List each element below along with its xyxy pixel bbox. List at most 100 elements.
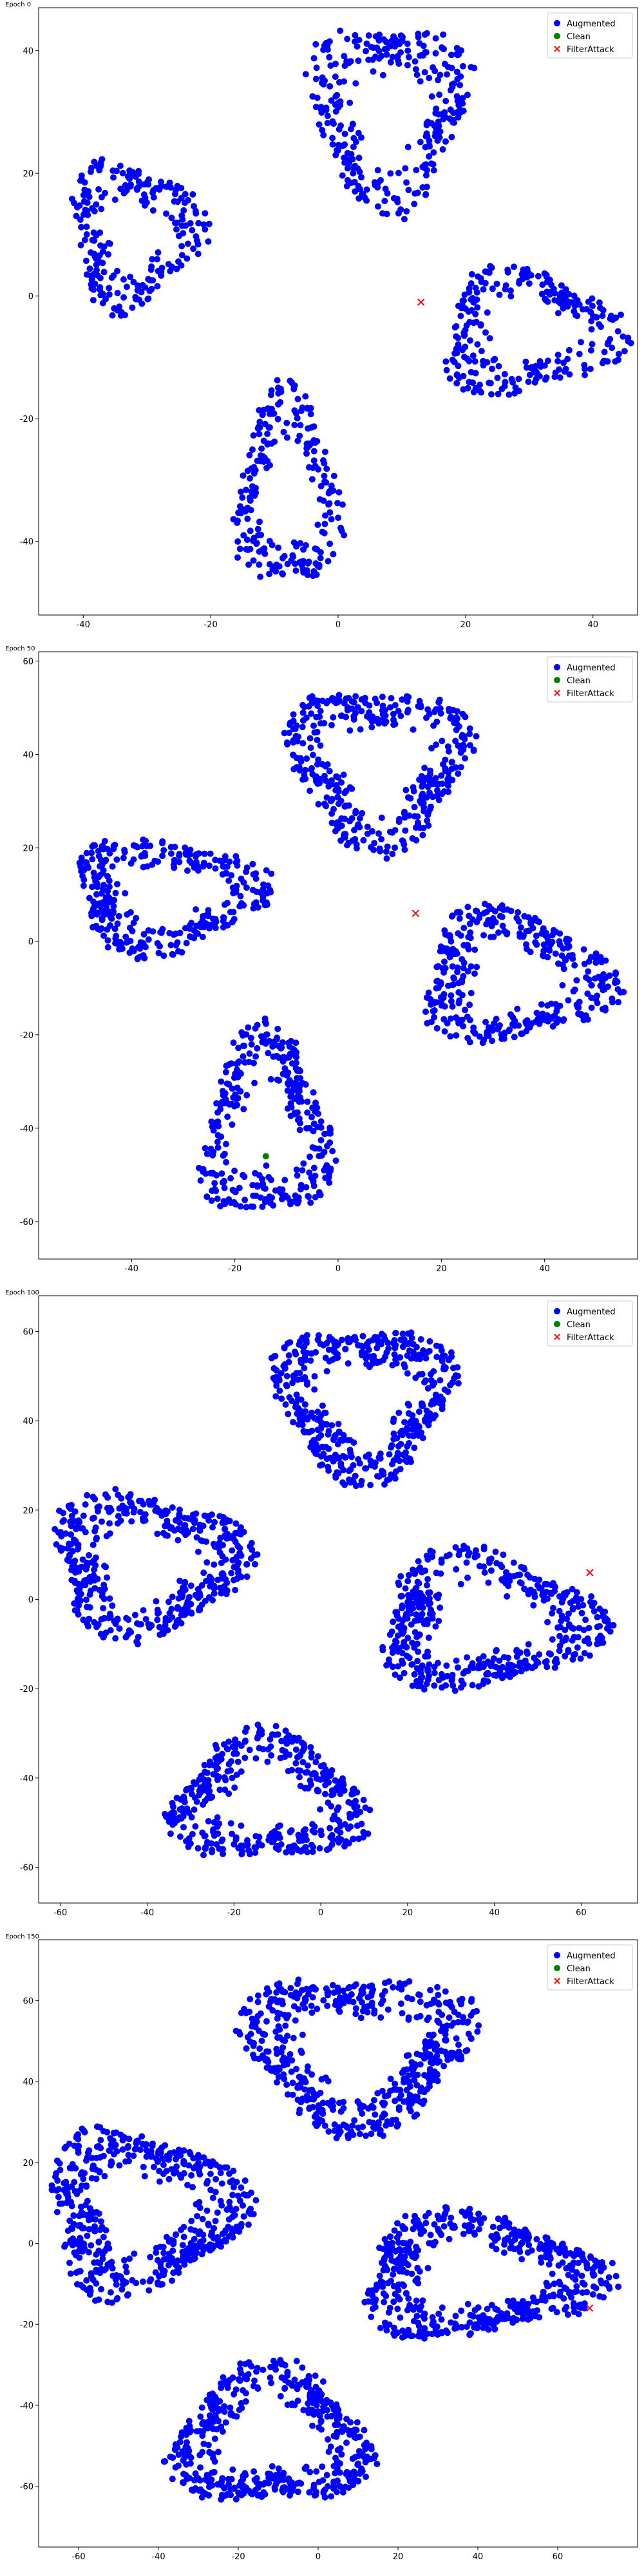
augmented-point [454, 708, 461, 715]
augmented-point [321, 448, 328, 455]
augmented-point [560, 965, 567, 972]
augmented-point [311, 1373, 318, 1380]
augmented-point [100, 1582, 108, 1588]
augmented-point [95, 848, 102, 855]
augmented-point [341, 53, 348, 60]
augmented-point [328, 1787, 336, 1794]
augmented-point [225, 1081, 232, 1088]
augmented-point [332, 787, 339, 794]
augmented-point [308, 699, 316, 706]
augmented-point [399, 1617, 406, 1624]
augmented-point [587, 308, 594, 316]
augmented-point [307, 735, 314, 742]
augmented-point [404, 1370, 411, 1377]
augmented-point [481, 1569, 488, 1576]
augmented-point [252, 1850, 259, 1856]
augmented-point [278, 1395, 285, 1402]
augmented-point [585, 1625, 592, 1631]
augmented-point [404, 709, 411, 715]
augmented-point [412, 66, 419, 73]
augmented-point [474, 341, 481, 348]
augmented-point [303, 450, 310, 457]
augmented-point [442, 2031, 449, 2038]
augmented-point [231, 1168, 238, 1175]
augmented-point [180, 1824, 187, 1831]
augmented-point [372, 1358, 379, 1365]
augmented-point [268, 870, 275, 877]
augmented-point [405, 53, 412, 61]
augmented-point [297, 422, 304, 429]
augmented-point [287, 1985, 294, 1992]
augmented-point [308, 1841, 315, 1848]
augmented-point [287, 1100, 294, 1107]
augmented-point [283, 1381, 290, 1388]
augmented-point [453, 1657, 460, 1664]
augmented-point [457, 764, 464, 771]
augmented-point [292, 1760, 299, 1766]
augmented-point [256, 2045, 263, 2052]
augmented-point [562, 1653, 569, 1660]
augmented-point [418, 773, 425, 780]
augmented-point [75, 1594, 82, 1601]
augmented-point [222, 1068, 229, 1075]
augmented-point [539, 1014, 546, 1021]
augmented-point [361, 694, 368, 701]
augmented-point [464, 384, 471, 392]
augmented-point [89, 236, 96, 243]
augmented-point [339, 501, 346, 508]
augmented-point [481, 1661, 488, 1668]
augmented-point [263, 1162, 270, 1169]
augmented-point [411, 200, 418, 207]
augmented-point [459, 346, 466, 353]
augmented-point [370, 1352, 377, 1359]
augmented-point [477, 381, 483, 388]
augmented-point [389, 53, 396, 61]
augmented-point [211, 1561, 218, 1568]
augmented-point [171, 844, 178, 851]
x-tick-label: 20 [460, 620, 471, 630]
augmented-point [231, 1743, 238, 1750]
augmented-point [502, 286, 509, 292]
augmented-point [89, 843, 96, 850]
augmented-point [225, 877, 232, 884]
augmented-point [142, 837, 149, 844]
augmented-point [397, 1573, 404, 1580]
augmented-point [269, 2007, 276, 2014]
augmented-point [80, 1512, 87, 1519]
augmented-point [432, 50, 439, 57]
augmented-point [310, 1120, 317, 1127]
augmented-point [455, 334, 462, 341]
augmented-point [68, 1502, 75, 1508]
augmented-point [351, 178, 358, 185]
augmented-point [433, 985, 440, 992]
augmented-point [392, 2080, 399, 2087]
augmented-point [348, 151, 355, 158]
augmented-point [485, 916, 492, 923]
augmented-point [321, 1444, 328, 1451]
augmented-point [127, 274, 134, 280]
augmented-point [401, 808, 408, 815]
augmented-point [275, 390, 282, 397]
augmented-point [387, 59, 394, 66]
augmented-point [460, 329, 468, 336]
augmented-point [522, 1657, 529, 1664]
augmented-point [414, 1578, 421, 1586]
augmented-point [248, 1041, 255, 1048]
augmented-point [237, 1088, 244, 1095]
augmented-point [328, 97, 335, 104]
augmented-point [290, 752, 297, 759]
augmented-point [444, 64, 451, 70]
augmented-point [134, 287, 141, 294]
augmented-point [187, 1840, 194, 1847]
augmented-point [315, 1110, 321, 1117]
augmented-point [558, 952, 565, 959]
augmented-point [311, 1415, 318, 1422]
augmented-point [419, 831, 426, 838]
augmented-point [257, 573, 264, 580]
augmented-point [556, 1593, 563, 1600]
augmented-point [426, 1661, 433, 1668]
augmented-point [234, 538, 242, 545]
augmented-point [417, 78, 424, 85]
augmented-point [79, 873, 86, 880]
augmented-point [251, 1560, 258, 1567]
